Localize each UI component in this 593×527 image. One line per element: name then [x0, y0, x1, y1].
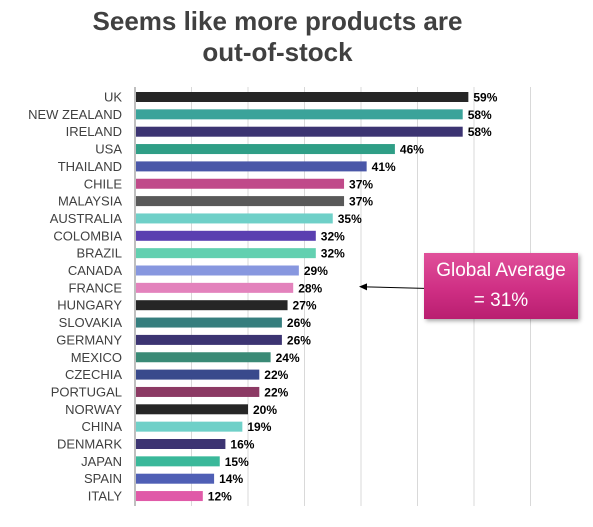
category-label: UK [104, 90, 122, 105]
category-label: THAILAND [58, 159, 122, 174]
annotation-arrow [359, 283, 425, 291]
bar-malaysia [136, 196, 345, 207]
bar-germany [136, 334, 282, 345]
value-label: 59% [473, 91, 497, 105]
value-label: 19% [247, 420, 271, 434]
chart-title-line-2: out-of-stock [202, 37, 353, 67]
value-label: 24% [276, 351, 300, 365]
bar-hungary [136, 300, 288, 311]
global-average-callout: Global Average = 31% [424, 253, 578, 319]
value-label: 37% [349, 177, 373, 191]
bar-ireland [136, 126, 463, 137]
category-label: CANADA [68, 263, 123, 278]
category-label: MALAYSIA [58, 194, 122, 209]
category-label: PORTUGAL [51, 384, 122, 399]
bar-czechia [136, 369, 260, 380]
annotation-arrow-line [365, 286, 425, 289]
value-label: 14% [219, 472, 243, 486]
chart-title: Seems like more products are out-of-stoc… [0, 6, 555, 68]
value-label: 26% [287, 333, 311, 347]
bar-portugal [136, 386, 260, 397]
bar-mexico [136, 352, 271, 363]
value-label: 58% [468, 125, 492, 139]
bars [136, 92, 469, 502]
annotation-arrow-head [359, 283, 367, 291]
bar-australia [136, 213, 333, 224]
bar-denmark [136, 439, 226, 449]
bar-thailand [136, 161, 367, 172]
value-label: 32% [321, 229, 345, 243]
value-label: 46% [400, 143, 424, 157]
value-label: 22% [264, 368, 288, 382]
bar-china [136, 421, 243, 432]
bar-spain [136, 473, 215, 484]
bar-france [136, 282, 294, 293]
category-label: BRAZIL [76, 246, 122, 261]
category-label: ITALY [88, 489, 123, 504]
category-label: CZECHIA [65, 367, 122, 382]
value-label: 12% [208, 490, 232, 504]
chart-title-line-1: Seems like more products are [92, 6, 463, 36]
category-label: GERMANY [56, 332, 122, 347]
bar-norway [136, 404, 248, 415]
value-label: 41% [372, 160, 396, 174]
category-label: IRELAND [66, 124, 122, 139]
category-label: MEXICO [71, 350, 122, 365]
value-label: 35% [338, 212, 362, 226]
category-label: CHILE [84, 176, 123, 191]
value-label: 15% [225, 455, 249, 469]
value-label: 16% [230, 438, 254, 452]
value-label: 26% [287, 316, 311, 330]
bar-colombia [136, 230, 316, 241]
bar-uk [136, 92, 469, 102]
category-label: HUNGARY [57, 298, 122, 313]
bar-italy [136, 491, 203, 502]
bar-usa [136, 144, 395, 155]
callout-line-2: = 31% [473, 290, 529, 311]
value-label: 32% [321, 247, 345, 261]
category-label: CHINA [82, 419, 123, 434]
bar-brazil [136, 248, 316, 259]
category-labels: UK NEW ZEALAND IRELAND USA THAILAND CHILE MALA… [28, 90, 122, 504]
category-label: AUSTRALIA [50, 211, 123, 226]
category-label: USA [95, 142, 122, 157]
bar-slovakia [136, 317, 282, 328]
category-label: NORWAY [65, 402, 122, 417]
value-label: 28% [298, 281, 322, 295]
bar-new-zealand [136, 109, 463, 120]
category-label: COLOMBIA [53, 228, 122, 243]
value-labels: 59% 58% 58% 46% 41% 37% 37% 35% 32% 32% 29% 28% 27% 2… [208, 91, 498, 504]
value-label: 29% [304, 264, 328, 278]
value-label: 22% [264, 385, 288, 399]
callout-line-1: Global Average [436, 260, 566, 281]
value-label: 20% [253, 403, 277, 417]
bar-japan [136, 456, 220, 467]
value-label: 37% [349, 195, 373, 209]
category-label: FRANCE [69, 280, 123, 295]
category-label: SPAIN [84, 471, 122, 486]
bar-chile [136, 178, 345, 189]
value-label: 58% [468, 108, 492, 122]
category-label: JAPAN [81, 454, 122, 469]
bar-canada [136, 265, 299, 276]
value-label: 27% [293, 299, 317, 313]
category-label: NEW ZEALAND [28, 107, 122, 122]
category-label: DENMARK [57, 437, 122, 452]
category-label: SLOVAKIA [59, 315, 123, 330]
